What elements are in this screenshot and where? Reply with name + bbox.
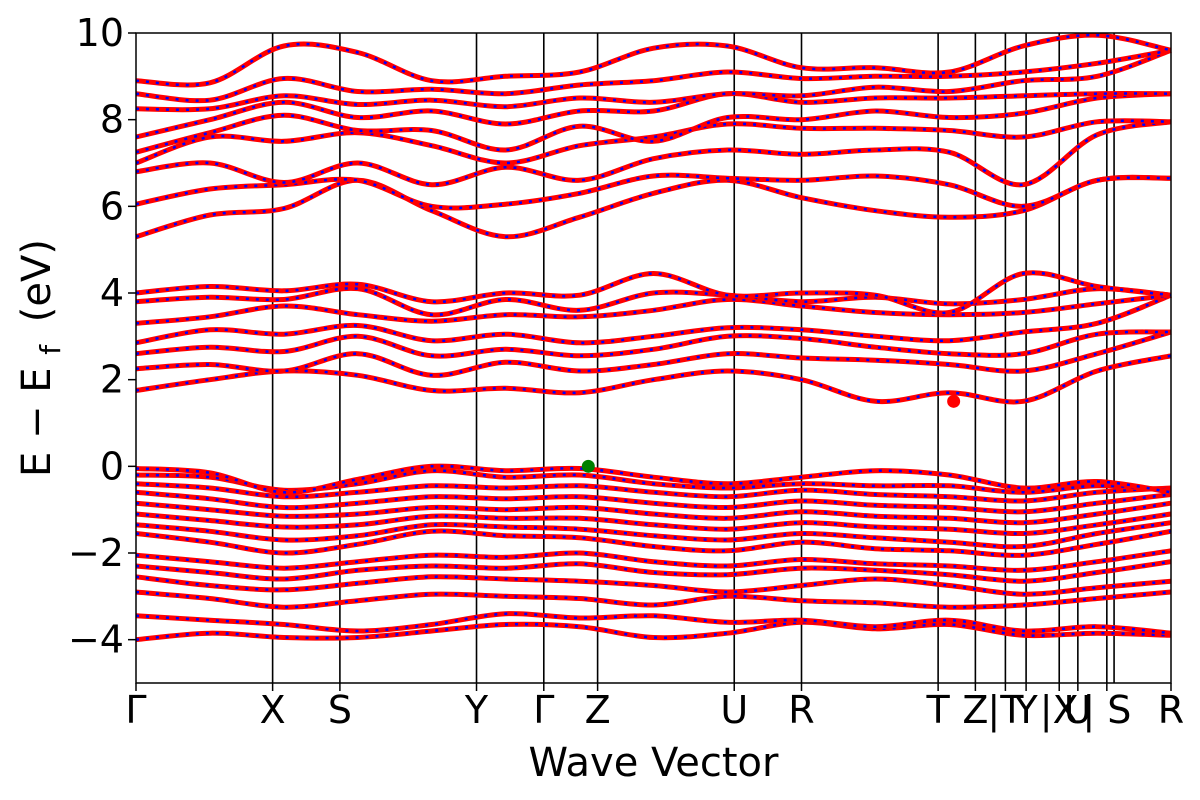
y-axis-title-unit: (eV) bbox=[14, 239, 60, 322]
x-tick-label: U bbox=[720, 688, 748, 732]
band-line-dashed bbox=[135, 33, 1172, 87]
x-tick-label: X bbox=[260, 688, 286, 732]
x-tick-label: U bbox=[1064, 688, 1092, 732]
band-line-dashed bbox=[135, 293, 1172, 325]
x-tick-label: R bbox=[788, 688, 814, 732]
x-tick-label: | S bbox=[1082, 688, 1131, 733]
band-line-dashed bbox=[135, 271, 1172, 315]
y-axis-title: E − E f (eV) bbox=[14, 239, 70, 477]
band-line-dashed bbox=[135, 575, 1172, 596]
band-line bbox=[135, 47, 1172, 104]
band-line-dashed bbox=[135, 49, 1172, 102]
band-line-dashed bbox=[135, 612, 1172, 635]
y-tick-label: −2 bbox=[68, 531, 124, 575]
band-line-dashed bbox=[135, 176, 1172, 238]
band-line-dashed bbox=[135, 529, 1172, 557]
band-line-dashed bbox=[135, 354, 1172, 404]
x-tick-label: |X bbox=[1040, 688, 1079, 733]
y-axis-title-subscript: f bbox=[34, 344, 67, 355]
band-line-dashed bbox=[135, 287, 1172, 316]
y-tick-label: 4 bbox=[100, 271, 124, 315]
x-tick-label: R bbox=[1158, 688, 1184, 732]
band-edge-markers bbox=[581, 394, 961, 473]
x-tick-label: Y bbox=[1013, 688, 1038, 732]
y-tick-label: 8 bbox=[100, 98, 124, 142]
band-line-dashed bbox=[135, 330, 1172, 377]
band-line bbox=[135, 611, 1172, 636]
band-line bbox=[135, 91, 1172, 155]
plot-frame bbox=[135, 32, 1172, 684]
x-tick-label: |T bbox=[987, 688, 1024, 733]
band-line bbox=[135, 91, 1172, 140]
band-line-dashed bbox=[135, 590, 1172, 609]
y-axis: −4 −2 0 2 4 6 8 10 bbox=[68, 11, 136, 662]
band-curves bbox=[135, 32, 1172, 643]
x-tick-label: S bbox=[328, 688, 352, 732]
band-line-dashed bbox=[135, 482, 1172, 503]
band-line-dashed bbox=[135, 549, 1172, 572]
cbm-marker bbox=[947, 394, 961, 408]
x-tick-label: Y bbox=[464, 688, 489, 732]
band-line-dashed bbox=[135, 512, 1172, 535]
band-line-dashed bbox=[135, 560, 1172, 583]
band-line-dashed bbox=[135, 330, 1172, 358]
y-tick-label: 6 bbox=[100, 184, 124, 228]
x-tick-label: Γ bbox=[125, 688, 146, 732]
y-tick-label: −4 bbox=[68, 618, 124, 662]
y-tick-label: 0 bbox=[100, 444, 124, 488]
band-line-dashed bbox=[135, 621, 1172, 641]
band-line bbox=[135, 119, 1172, 188]
band-line-dashed bbox=[135, 501, 1172, 525]
band-line bbox=[135, 118, 1172, 166]
x-axis-title: Wave Vector bbox=[529, 740, 780, 786]
band-line-dashed bbox=[135, 491, 1172, 514]
band-line-dashed bbox=[135, 49, 1172, 112]
band-line-dashed bbox=[135, 294, 1172, 345]
y-tick-label: 2 bbox=[100, 358, 124, 402]
x-tick-label: Z bbox=[962, 688, 988, 732]
y-tick-label: 10 bbox=[76, 11, 124, 55]
band-line-dashed bbox=[135, 464, 1172, 494]
x-tick-label: Z bbox=[585, 688, 611, 732]
x-tick-label: T bbox=[926, 688, 951, 732]
band-line-dashed bbox=[135, 173, 1172, 210]
vbm-marker bbox=[581, 459, 595, 473]
x-tick-label: Γ bbox=[533, 688, 554, 732]
band-line-dashed bbox=[135, 521, 1172, 549]
y-axis-title-main: E − E bbox=[14, 367, 60, 477]
